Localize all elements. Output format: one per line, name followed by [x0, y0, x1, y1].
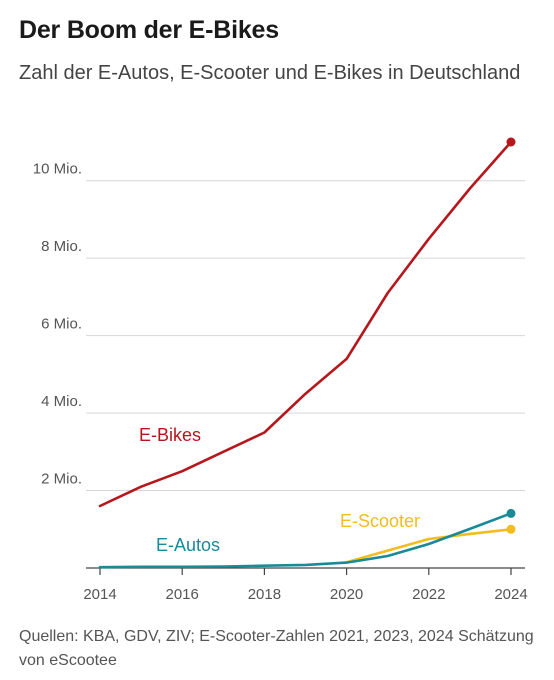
series-line-e-bikes — [98, 140, 513, 508]
y-tick-label: 6 Mio. — [41, 316, 82, 333]
line-chart: 2 Mio. 4 Mio. 6 Mio. 8 Mio. 10 Mio. 2014 2016 2… — [33, 137, 528, 603]
y-tick-label: 8 Mio. — [41, 238, 82, 255]
series-label-e-bikes: E-Bikes — [139, 425, 201, 445]
x-tick-label: 2014 — [83, 586, 116, 603]
chart-subtitle: Zahl der E-Autos, E-Scooter und E-Bikes … — [19, 62, 521, 84]
series-label-e-scooter: E-Scooter — [340, 511, 420, 531]
series-endpoint-e-autos — [506, 508, 516, 518]
y-tick-label: 10 Mio. — [33, 161, 82, 178]
chart-title: Der Boom der E-Bikes — [19, 16, 279, 44]
y-tick-label: 4 Mio. — [41, 393, 82, 410]
series-line-e-autos — [98, 512, 513, 569]
series-line-e-scooter — [345, 527, 513, 564]
x-tick-label: 2020 — [330, 586, 363, 603]
x-tick-label: 2024 — [494, 586, 527, 603]
series-label-e-autos: E-Autos — [156, 535, 220, 555]
chart-source-note: Quellen: KBA, GDV, ZIV; E-Scooter-Zahlen… — [19, 628, 534, 669]
series-endpoint-e-scooter — [506, 524, 516, 534]
y-tick-label: 2 Mio. — [41, 471, 82, 488]
x-tick-label: 2018 — [248, 586, 281, 603]
series-endpoint-e-bikes — [506, 137, 516, 147]
x-tick-label: 2016 — [166, 586, 199, 603]
x-tick-label: 2022 — [412, 586, 445, 603]
